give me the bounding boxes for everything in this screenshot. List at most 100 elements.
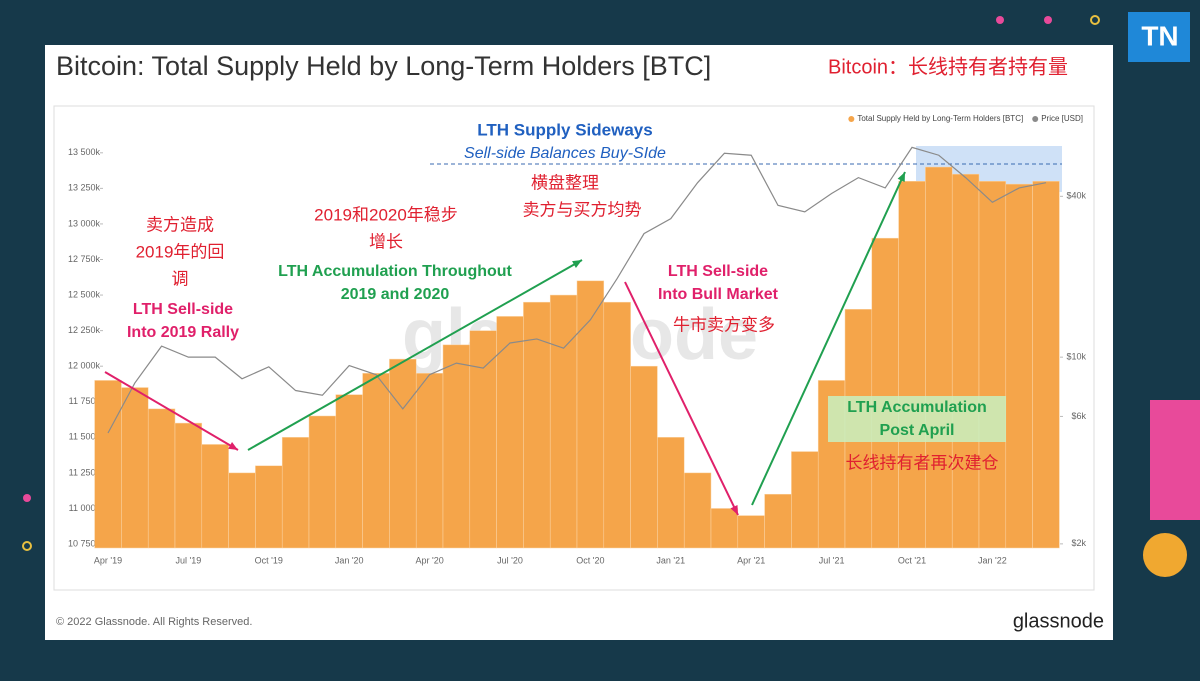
x-tick-label: Jul '21 — [819, 555, 845, 565]
y2-tick-label: $40k — [1066, 191, 1086, 201]
x-tick-label: Jan '21 — [656, 555, 685, 565]
supply-bar — [576, 280, 605, 549]
annotation: 增长 — [369, 232, 403, 251]
arrow-head — [228, 441, 238, 450]
decoration — [22, 541, 32, 551]
y-tick-label: 13 000k — [68, 218, 101, 228]
supply-bar — [764, 493, 792, 549]
supply-bar — [657, 437, 685, 549]
annotation: Sell-side Balances Buy-SIde — [464, 145, 666, 162]
x-tick-label: Apr '20 — [415, 555, 443, 565]
x-tick-label: Apr '21 — [737, 555, 765, 565]
x-tick-label: Oct '20 — [576, 555, 604, 565]
y-tick-label: 11 000k — [69, 503, 101, 513]
x-tick-label: Oct '19 — [255, 555, 283, 565]
decoration — [1044, 16, 1052, 24]
annotation: Into 2019 Rally — [127, 324, 239, 341]
y2-tick-label: $6k — [1071, 411, 1086, 421]
supply-bar — [710, 508, 739, 549]
annotation: LTH Accumulation Throughout — [278, 263, 512, 280]
annotation: 2019 and 2020 — [341, 286, 450, 303]
annotation: 长线持有者再次建仓 — [846, 453, 999, 472]
arrow-head — [730, 505, 738, 515]
supply-bar — [1005, 183, 1033, 549]
supply-bar — [683, 472, 712, 549]
x-tick-label: Jul '20 — [497, 555, 523, 565]
arrow-head — [572, 260, 582, 268]
x-tick-label: Jan '20 — [335, 555, 364, 565]
decoration — [23, 494, 31, 502]
annotation: LTH Sell-side — [668, 263, 768, 280]
y2-tick-label: $2k — [1071, 538, 1086, 548]
supply-bar — [121, 387, 149, 549]
supply-bar — [94, 380, 122, 549]
y-tick-label: 11 750k — [69, 396, 101, 406]
brand: glassnode — [1013, 610, 1104, 632]
price-line — [107, 146, 1047, 434]
supply-bar — [951, 173, 980, 549]
logo-box — [1128, 12, 1190, 62]
annotation: 2019和2020年稳步 — [314, 205, 458, 224]
supply-bar — [737, 515, 765, 549]
y-tick-label: 12 750k — [68, 254, 101, 264]
logo: TN — [1141, 20, 1178, 51]
supply-bar — [469, 330, 497, 549]
supply-bar — [308, 415, 337, 549]
supply-bar — [630, 365, 658, 549]
y-tick-label: 13 500k — [68, 147, 101, 157]
supply-bar — [201, 444, 229, 549]
supply-bar — [174, 422, 203, 549]
copyright: © 2022 Glassnode. All Rights Reserved. — [56, 616, 252, 628]
decoration — [996, 16, 1004, 24]
annotation: 卖方与买方均势 — [523, 200, 642, 219]
supply-bar — [228, 472, 256, 549]
annotation: 调 — [172, 269, 189, 288]
x-tick-label: Jan '22 — [978, 555, 1007, 565]
annotation-bg — [828, 396, 1006, 442]
decoration — [1150, 400, 1200, 520]
x-tick-label: Oct '21 — [898, 555, 926, 565]
arrow — [624, 281, 739, 516]
supply-bar — [925, 166, 953, 549]
legend-label: Price [USD] — [1041, 114, 1083, 123]
supply-bar — [255, 465, 283, 549]
annotation: 卖方造成 — [146, 215, 214, 234]
legend-swatch — [1032, 116, 1039, 122]
supply-bar — [335, 394, 363, 549]
y-tick-label: 12 250k — [68, 325, 101, 335]
y-tick-label: 12 500k — [68, 289, 101, 299]
supply-bar — [898, 181, 926, 549]
y-tick-label: 12 000k — [68, 361, 101, 371]
supply-bar — [442, 344, 471, 549]
supply-bar — [791, 451, 819, 549]
y-tick-label: 11 250k — [69, 467, 101, 477]
annotation: Into Bull Market — [658, 286, 779, 303]
x-tick-label: Apr '19 — [94, 555, 122, 565]
annotation: 横盘整理 — [531, 173, 599, 192]
supply-bar — [496, 316, 524, 549]
legend-swatch — [848, 116, 855, 122]
arrow — [247, 259, 583, 451]
annotation: LTH Accumulation — [847, 399, 987, 416]
supply-bar — [281, 437, 310, 549]
annotation: LTH Supply Sideways — [477, 120, 652, 139]
supply-bar — [362, 373, 390, 549]
title: Bitcoin: Total Supply Held by Long-Term … — [56, 51, 711, 81]
annotation: LTH Sell-side — [133, 301, 233, 318]
legend-label: Total Supply Held by Long-Term Holders [… — [857, 114, 1023, 123]
arrow-head — [897, 172, 905, 182]
supply-bar — [603, 301, 631, 549]
decoration — [1143, 533, 1187, 577]
subtitle: Bitcoin：长线持有者持有量 — [828, 55, 1068, 78]
supply-bar — [415, 373, 444, 549]
y-tick-label: 11 500k — [69, 432, 101, 442]
arrow — [104, 371, 239, 451]
supply-bar — [147, 408, 176, 549]
y-tick-label: 13 250k — [68, 183, 101, 193]
arrow — [751, 171, 906, 506]
supply-bar — [549, 294, 578, 549]
supply-bar — [1032, 181, 1060, 549]
annotation: 牛市卖方变多 — [673, 315, 775, 334]
